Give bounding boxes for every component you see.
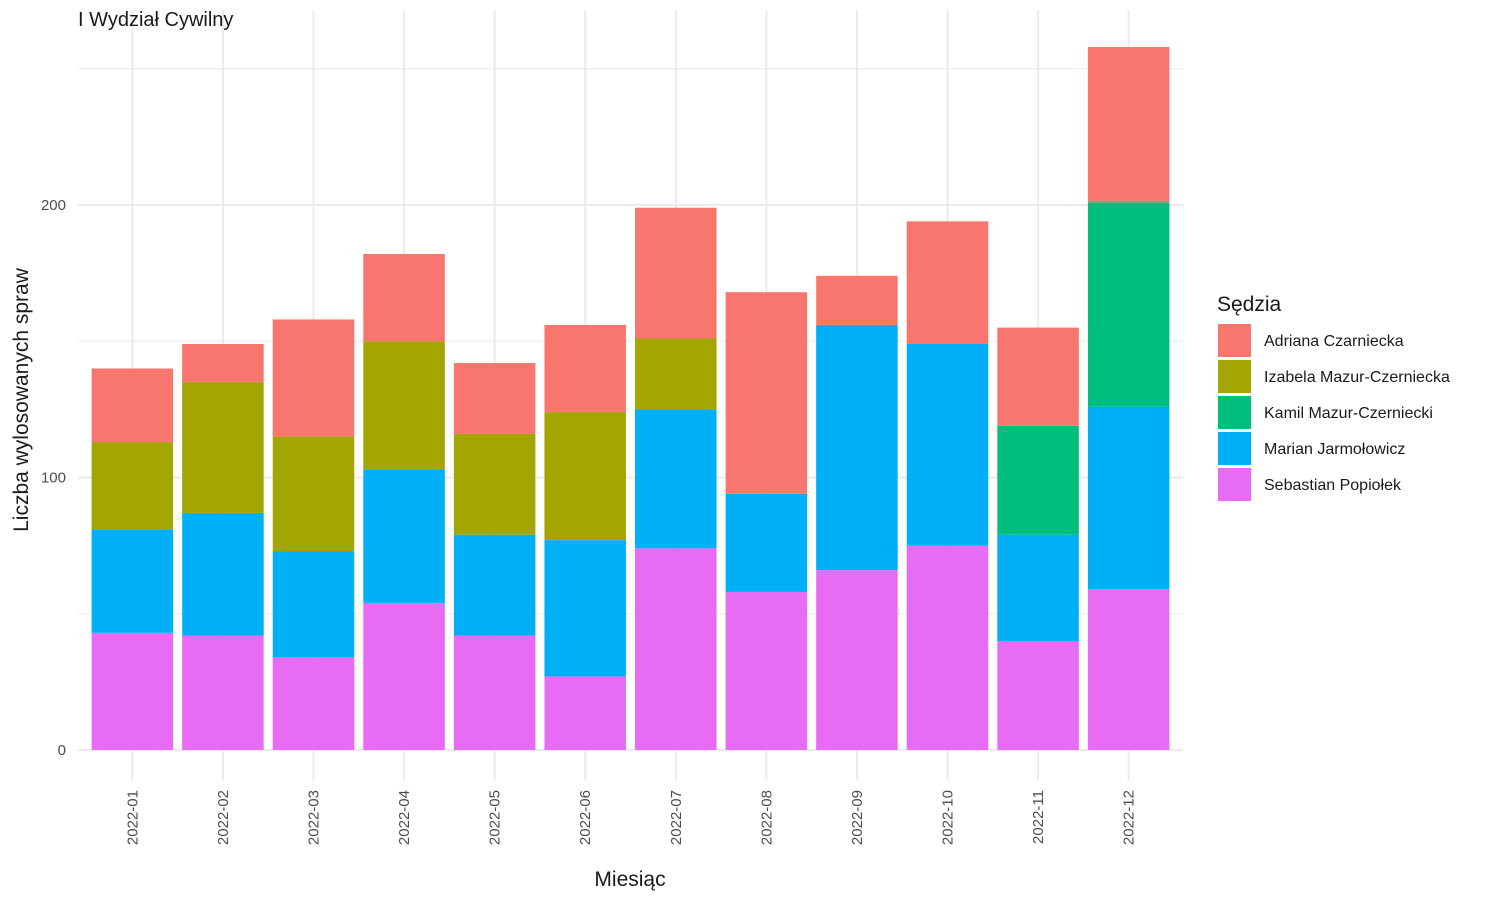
bar-segment [635,338,717,410]
bar-segment [1087,202,1170,407]
legend-swatch [1218,468,1251,501]
legend-swatch [1218,360,1251,393]
bar-segment [91,632,174,750]
bar-segment [453,635,536,750]
bar-segment [816,324,898,571]
bars [91,46,1170,750]
legend-title: Sędzia [1217,293,1282,316]
bar-segment [816,570,898,750]
bar-segment [1087,46,1170,203]
bar-segment [1087,406,1170,590]
x-tick-label: 2022-10 [940,790,957,845]
bar-segment [272,319,355,437]
bar-segment [997,534,1079,641]
bar-segment [725,591,808,750]
bar-segment [182,382,264,513]
x-tick-label: 2022-08 [758,790,775,845]
x-tick-label: 2022-01 [124,790,141,845]
bar-segment [906,221,989,344]
bar-segment [725,292,808,494]
bar-segment [635,409,717,549]
x-tick-label: 2022-09 [849,790,866,845]
bar-segment [91,529,174,633]
x-tick-label: 2022-03 [305,790,322,845]
bar-segment [635,548,717,750]
bar-segment [363,341,445,470]
bar-segment [91,368,174,443]
x-tick-label: 2022-07 [668,790,685,845]
bar-segment [725,493,808,592]
bar-segment [363,602,445,750]
legend: Sędzia Adriana Czarniecka Izabela Mazur-C… [1217,293,1450,501]
legend-swatch [1218,324,1251,357]
x-tick-label: 2022-02 [215,790,232,845]
bar-segment [906,545,989,750]
y-tick-label: 100 [41,470,66,487]
legend-label: Kamil Mazur-Czerniecki [1264,405,1433,422]
bar-segment [363,469,445,603]
legend-label: Izabela Mazur-Czerniecka [1264,369,1450,386]
bar-segment [997,327,1079,426]
x-tick-label: 2022-04 [396,790,413,845]
x-tick-label: 2022-06 [577,790,594,845]
bar-segment [635,207,717,339]
bar-segment [544,676,626,750]
y-tick-label: 200 [41,197,66,214]
bar-segment [91,442,174,530]
bar-segment [453,363,536,434]
legend-label: Adriana Czarniecka [1264,333,1404,350]
bar-segment [272,551,355,658]
legend-swatch [1218,396,1251,429]
x-tick-label: 2022-11 [1030,790,1047,844]
bar-segment [997,641,1079,750]
x-axis-title: Miesiąc [594,868,665,891]
legend-label: Marian Jarmołowicz [1264,441,1405,458]
bar-segment [1087,589,1170,750]
bar-segment [997,425,1079,535]
legend-swatch [1218,432,1251,465]
y-axis-title: Liczba wylosowanych spraw [10,267,33,532]
x-tick-label: 2022-05 [487,790,504,845]
bar-segment [182,635,264,750]
bar-segment [544,540,626,677]
bar-segment [182,512,264,636]
bar-segment [544,324,626,413]
y-tick-label: 0 [58,742,66,759]
legend-label: Sebastian Popiołek [1264,477,1402,494]
bar-segment [363,254,445,342]
bar-segment [816,275,898,325]
bar-segment [544,412,626,541]
bar-segment [906,343,989,546]
bar-segment [182,343,264,383]
chart-title: I Wydział Cywilny [78,9,233,31]
bar-segment [453,534,536,636]
bar-segment [272,436,355,552]
bar-segment [272,657,355,750]
bar-segment [453,433,536,535]
x-tick-label: 2022-12 [1121,790,1138,845]
tick-labels: 0 100 200 2022-01 2022-02 2022-03 2022-04 2022-… [41,197,1138,845]
